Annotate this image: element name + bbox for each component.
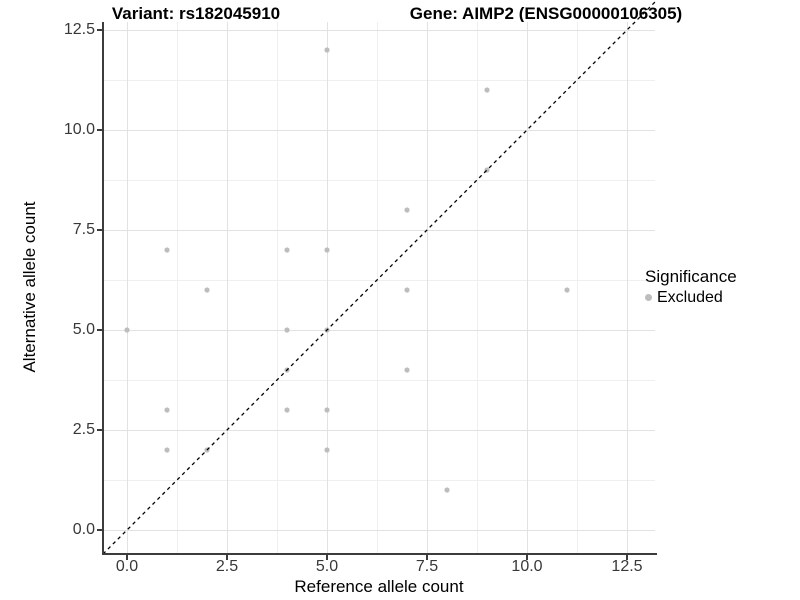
data-point [164,407,170,413]
data-point [324,447,330,453]
x-tick-label: 10.0 [511,558,543,575]
x-tick-mark [126,555,128,560]
data-point [404,207,410,213]
grid-line-y-major [103,529,655,531]
grid-line-x-major [426,22,428,553]
x-tick-mark [226,555,228,560]
y-tick-mark [96,29,102,31]
y-tick-label: 7.5 [72,221,95,238]
grid-line-x-major [126,22,128,553]
plot-title-variant: Variant: rs182045910 [111,4,281,23]
grid-line-y-minor [103,179,655,181]
x-tick-mark [626,555,628,560]
data-point [284,407,290,413]
data-point [404,367,410,373]
legend-item-excluded: Excluded [645,288,737,307]
y-tick-label: 5.0 [72,321,95,338]
x-tick-label: 12.5 [611,558,643,575]
grid-line-x-major [326,22,328,553]
y-tick-mark [96,529,102,531]
x-axis-line [101,553,657,555]
grid-line-y-major [103,429,655,431]
identity-reference-line [102,1,656,555]
y-tick-label: 10.0 [63,121,95,138]
data-point [124,327,130,333]
y-tick-mark [96,329,102,331]
grid-line-x-minor [176,22,178,553]
grid-line-x-minor [476,22,478,553]
plot-title-gene: Gene: AIMP2 (ENSG00000106305) [409,4,683,23]
data-point [324,47,330,53]
data-point [484,87,490,93]
data-point [164,447,170,453]
legend: Significance Excluded [645,266,737,307]
y-axis-line [101,22,104,554]
y-tick-label: 2.5 [72,421,95,438]
x-tick-mark [526,555,528,560]
data-point [204,287,210,293]
grid-line-y-minor [103,79,655,81]
y-axis-title: Alternative allele count [20,201,39,373]
grid-line-x-major [226,22,228,553]
grid-line-y-minor [103,379,655,381]
y-tick-mark [96,129,102,131]
grid-line-y-major [103,29,655,31]
plot-panel [102,1,656,555]
scatter-layer [102,1,656,555]
x-tick-label: 2.5 [215,558,239,575]
grid-line-x-minor [576,22,578,553]
x-tick-label: 0.0 [115,558,139,575]
data-point [444,487,450,493]
data-point [324,247,330,253]
data-point [404,287,410,293]
grid-line-x-major [526,22,528,553]
grid-line-y-minor [103,279,655,281]
y-tick-label: 0.0 [72,521,95,538]
data-point [564,287,570,293]
grid-line-x-minor [376,22,378,553]
data-point [284,327,290,333]
y-tick-mark [96,229,102,231]
x-tick-mark [426,555,428,560]
grid-line-x-major [626,22,628,553]
x-axis-title: Reference allele count [294,577,464,596]
x-tick-label: 7.5 [415,558,439,575]
grid-line-y-major [103,129,655,131]
x-tick-mark [326,555,328,560]
grid-line-y-major [103,229,655,231]
legend-title: Significance [645,267,737,286]
legend-item-label: Excluded [657,289,723,306]
x-tick-label: 5.0 [315,558,339,575]
excluded-point-icon [645,294,652,301]
data-point [164,247,170,253]
y-tick-mark [96,429,102,431]
grid-line-x-minor [276,22,278,553]
y-tick-label: 12.5 [63,21,95,38]
grid-line-y-minor [103,479,655,481]
grid-line-y-major [103,329,655,331]
data-point [324,407,330,413]
data-point [284,247,290,253]
